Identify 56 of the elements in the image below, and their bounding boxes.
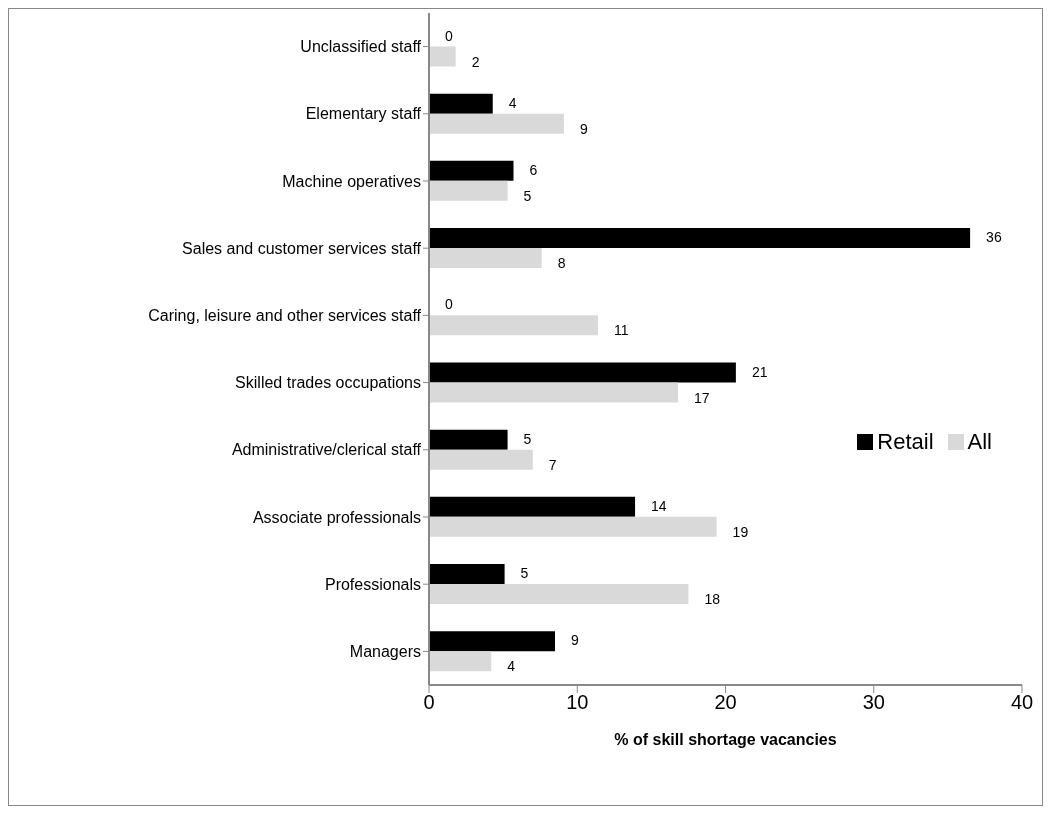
data-label: 5 xyxy=(523,188,532,205)
legend-label: All xyxy=(967,429,992,455)
data-label: 18 xyxy=(704,591,721,608)
data-label: 9 xyxy=(571,632,580,649)
y-tick-label: Machine operatives xyxy=(282,172,421,190)
bar xyxy=(429,113,564,134)
data-label: 6 xyxy=(529,161,538,178)
y-tick-label: Managers xyxy=(349,643,421,661)
y-tick-label: Associate professionals xyxy=(252,508,421,526)
y-tick-label: Unclassified staff xyxy=(300,38,422,56)
bar xyxy=(429,315,599,336)
bar xyxy=(429,46,456,67)
data-label: 5 xyxy=(520,565,529,582)
x-tick-label: 0 xyxy=(423,691,435,714)
x-tick-label: 10 xyxy=(566,691,589,714)
bar xyxy=(429,429,508,450)
data-label: 0 xyxy=(445,27,453,44)
x-tick-label: 40 xyxy=(1010,691,1034,714)
y-tick-label: Administrative/clerical staff xyxy=(231,441,422,459)
data-label: 36 xyxy=(986,229,1002,246)
x-axis-title: % of skill shortage vacancies xyxy=(614,731,837,748)
data-label: 2 xyxy=(471,53,480,70)
bar xyxy=(429,382,679,403)
bar xyxy=(429,248,542,269)
data-label: 4 xyxy=(507,658,516,675)
bar xyxy=(429,93,493,114)
bar xyxy=(429,564,505,585)
x-tick-label: 20 xyxy=(714,691,737,714)
y-tick-label: Skilled trades occupations xyxy=(235,374,421,392)
data-label: 5 xyxy=(523,430,532,447)
y-tick-label: Caring, leisure and other services staff xyxy=(148,307,422,325)
bar xyxy=(429,584,689,605)
data-label: 21 xyxy=(751,363,768,380)
x-tick-label: 30 xyxy=(862,691,885,714)
data-label: 8 xyxy=(557,255,566,272)
data-label: 0 xyxy=(445,296,453,313)
data-label: 14 xyxy=(651,497,667,514)
data-label: 19 xyxy=(732,524,749,541)
bar xyxy=(429,449,533,470)
data-label: 9 xyxy=(579,120,588,137)
data-label: 4 xyxy=(508,94,517,111)
data-label: 11 xyxy=(614,322,629,339)
y-tick-label: Sales and customer services staff xyxy=(182,239,422,257)
data-label: 17 xyxy=(694,389,710,406)
y-tick-label: Professionals xyxy=(324,575,421,593)
data-label: 7 xyxy=(548,456,557,473)
bar xyxy=(429,160,514,181)
bar xyxy=(429,516,717,537)
bar xyxy=(429,228,971,249)
bar xyxy=(429,651,492,672)
bar xyxy=(429,631,556,652)
bar xyxy=(429,180,508,201)
bar xyxy=(429,362,736,383)
legend-label: Retail xyxy=(877,429,934,455)
y-tick-label: Elementary staff xyxy=(305,105,422,123)
bar xyxy=(429,496,636,517)
